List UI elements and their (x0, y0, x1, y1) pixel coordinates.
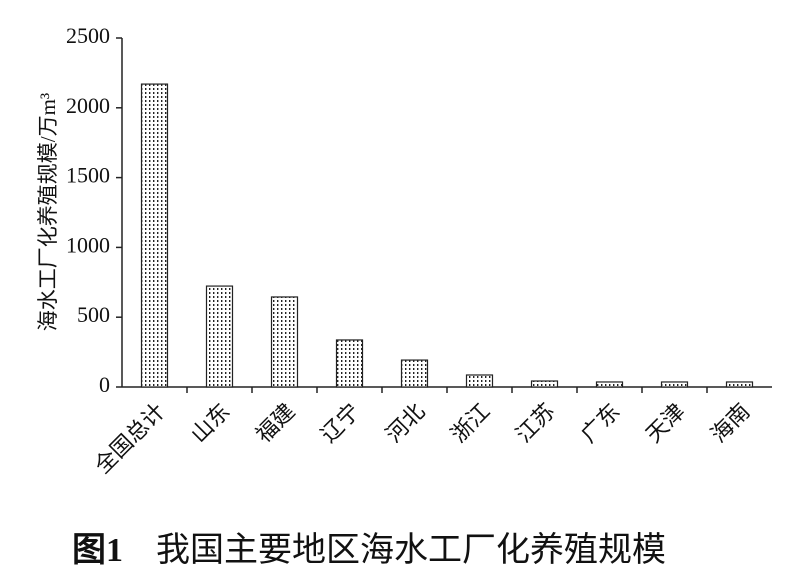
x-tick-label: 辽宁 (316, 398, 365, 447)
x-tick-label: 山东 (186, 398, 235, 447)
x-tick-label: 福建 (251, 398, 300, 447)
figure-label: 图1 (72, 532, 123, 569)
bar (205, 285, 234, 388)
bar (595, 381, 624, 388)
y-tick-label: 1000 (66, 232, 110, 257)
y-tick-label: 500 (77, 302, 110, 327)
y-tick-label: 0 (99, 372, 110, 397)
x-tick-label: 海南 (706, 398, 755, 447)
y-axis-label: 海水工厂化养殖规模/万m³ (36, 93, 60, 331)
y-tick-label: 1500 (66, 163, 110, 188)
x-tick-label: 全国总计 (90, 398, 170, 478)
bar (725, 381, 754, 388)
y-tick-label: 2500 (66, 23, 110, 48)
bar (270, 296, 299, 388)
y-tick-label: 2000 (66, 93, 110, 118)
bar (140, 83, 169, 388)
bar (660, 381, 689, 388)
bar (465, 374, 494, 388)
chart-title: 我国主要地区海水工厂化养殖规模 (156, 531, 666, 569)
x-tick-label: 广东 (576, 398, 625, 447)
bar (530, 380, 559, 388)
bar (335, 339, 364, 388)
x-tick-label: 江苏 (511, 398, 560, 447)
x-tick-label: 天津 (641, 398, 690, 447)
x-tick-label: 河北 (381, 398, 430, 447)
x-tick-label: 浙江 (446, 398, 495, 447)
bar (400, 359, 429, 388)
